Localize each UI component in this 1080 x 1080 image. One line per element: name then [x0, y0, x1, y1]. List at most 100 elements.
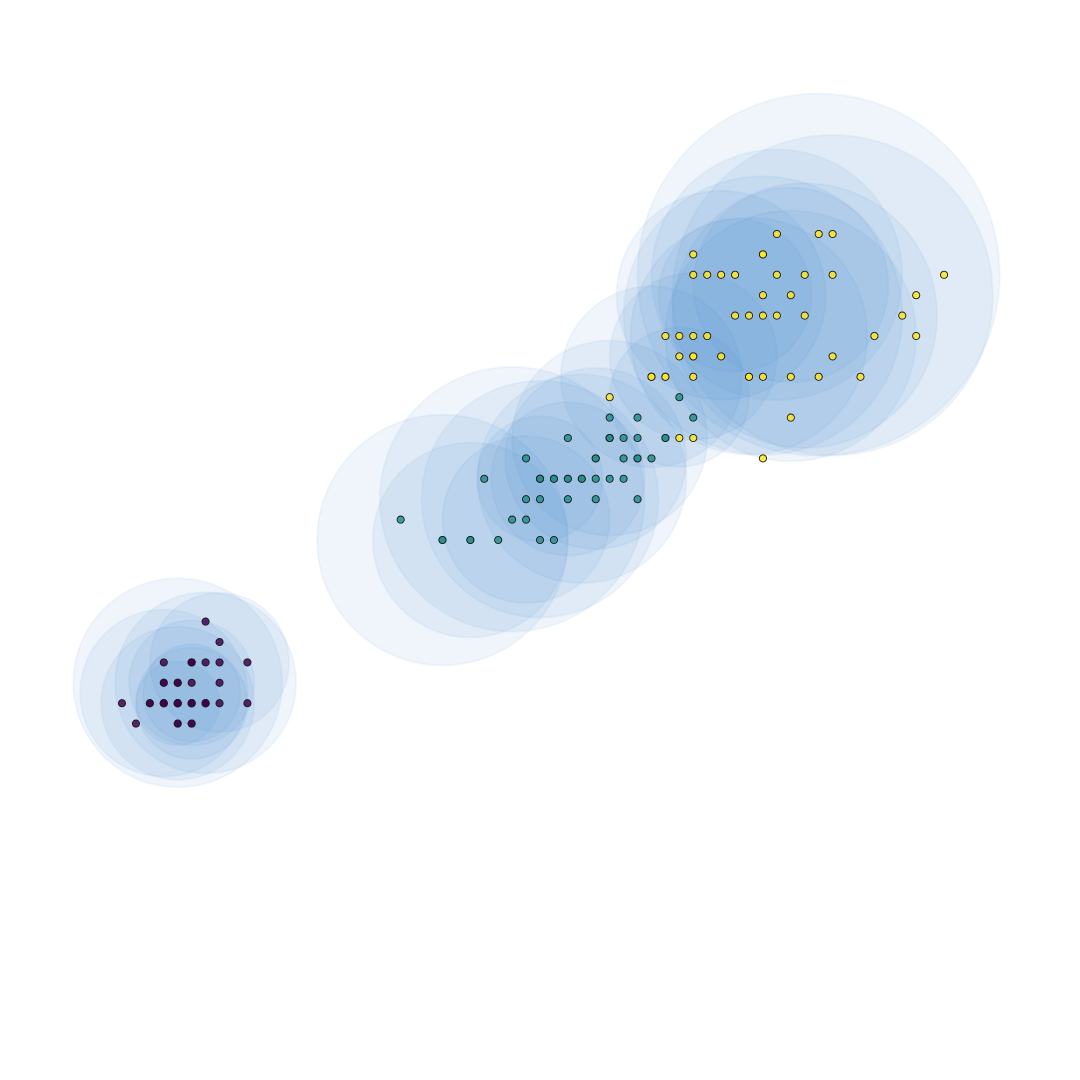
data-point-class1 — [591, 454, 600, 463]
data-point-class1 — [522, 454, 531, 463]
data-point-class1 — [522, 495, 531, 504]
data-point-class2 — [731, 311, 740, 320]
data-point-class2 — [661, 372, 670, 381]
data-point-class2 — [758, 372, 767, 381]
data-point-class0 — [243, 699, 252, 708]
data-point-class1 — [494, 535, 503, 545]
data-point-class2 — [772, 229, 781, 239]
data-point-class2 — [870, 331, 879, 341]
data-point-class1 — [522, 515, 531, 524]
data-point-class2 — [800, 270, 809, 279]
data-point-class2 — [675, 331, 684, 341]
data-point-class2 — [689, 331, 698, 341]
point-layer — [117, 229, 949, 728]
data-point-class1 — [633, 495, 642, 504]
data-point-class0 — [159, 658, 168, 667]
data-point-class0 — [145, 699, 154, 708]
data-point-class0 — [201, 617, 210, 626]
data-point-class0 — [201, 658, 210, 667]
data-point-class1 — [480, 474, 489, 483]
data-point-class1 — [605, 474, 614, 483]
data-point-class2 — [703, 331, 712, 341]
halo-circle — [615, 189, 827, 401]
halo-circle — [692, 186, 890, 384]
data-point-class0 — [201, 699, 210, 708]
data-point-class2 — [675, 433, 684, 443]
data-point-class1 — [535, 474, 545, 483]
data-point-class2 — [647, 372, 656, 381]
data-point-class2 — [814, 372, 823, 381]
data-point-class0 — [131, 719, 140, 728]
data-point-class2 — [689, 270, 698, 279]
halo-circle — [141, 643, 242, 743]
data-point-class2 — [828, 352, 837, 361]
data-point-class2 — [786, 372, 795, 381]
data-point-class1 — [508, 515, 517, 524]
data-point-class1 — [675, 393, 684, 402]
data-point-class2 — [856, 372, 865, 381]
data-point-class1 — [619, 433, 628, 443]
data-point-class2 — [717, 352, 726, 361]
data-point-class2 — [689, 372, 698, 381]
data-point-class1 — [438, 535, 447, 545]
data-point-class0 — [215, 699, 224, 708]
halo-layer — [72, 92, 1001, 789]
data-point-class1 — [549, 474, 558, 483]
data-point-class2 — [689, 352, 698, 361]
data-point-class2 — [758, 291, 767, 300]
data-point-class0 — [159, 678, 168, 687]
data-point-class2 — [898, 311, 907, 320]
data-point-class0 — [173, 699, 182, 708]
data-point-class1 — [689, 413, 698, 422]
data-point-class1 — [577, 474, 586, 483]
data-point-class2 — [689, 433, 698, 443]
data-point-class1 — [591, 495, 600, 504]
data-point-class2 — [814, 229, 823, 239]
data-point-class2 — [828, 270, 837, 279]
data-point-class2 — [912, 331, 921, 341]
data-point-class0 — [243, 658, 252, 667]
data-point-class1 — [619, 474, 628, 483]
data-point-class0 — [187, 658, 196, 667]
data-point-class0 — [187, 719, 196, 728]
data-point-class2 — [786, 291, 795, 300]
data-point-class1 — [563, 433, 572, 443]
data-point-class1 — [605, 433, 614, 443]
data-point-class2 — [912, 291, 921, 300]
halo-circle — [79, 608, 249, 778]
data-point-class0 — [117, 699, 127, 708]
data-point-class2 — [605, 393, 614, 402]
data-point-class0 — [173, 719, 182, 728]
data-point-class2 — [744, 372, 754, 381]
data-point-class2 — [758, 311, 767, 320]
data-point-class0 — [215, 678, 224, 687]
halo-circle — [636, 92, 1001, 457]
halo-circle — [378, 365, 646, 633]
data-point-class2 — [744, 311, 754, 320]
halo-circle — [114, 591, 298, 775]
data-point-class1 — [661, 433, 670, 443]
data-point-class1 — [633, 413, 642, 422]
data-point-class1 — [647, 454, 656, 463]
data-point-class0 — [187, 678, 196, 687]
data-point-class2 — [940, 270, 949, 279]
data-point-class1 — [605, 413, 614, 422]
data-point-class1 — [549, 535, 558, 545]
data-point-class0 — [215, 658, 224, 667]
data-point-class0 — [215, 637, 224, 647]
data-point-class2 — [758, 454, 767, 463]
data-point-class2 — [717, 270, 726, 279]
data-point-class0 — [159, 699, 168, 708]
data-point-class2 — [772, 311, 781, 320]
data-point-class2 — [661, 331, 670, 341]
data-point-class1 — [619, 454, 628, 463]
data-point-class1 — [535, 495, 545, 504]
data-point-class1 — [563, 474, 572, 483]
data-point-class1 — [591, 474, 600, 483]
data-point-class1 — [535, 535, 545, 545]
data-point-class2 — [758, 250, 767, 259]
data-point-class1 — [563, 495, 572, 504]
data-point-class2 — [731, 270, 740, 279]
data-point-class1 — [466, 535, 475, 545]
